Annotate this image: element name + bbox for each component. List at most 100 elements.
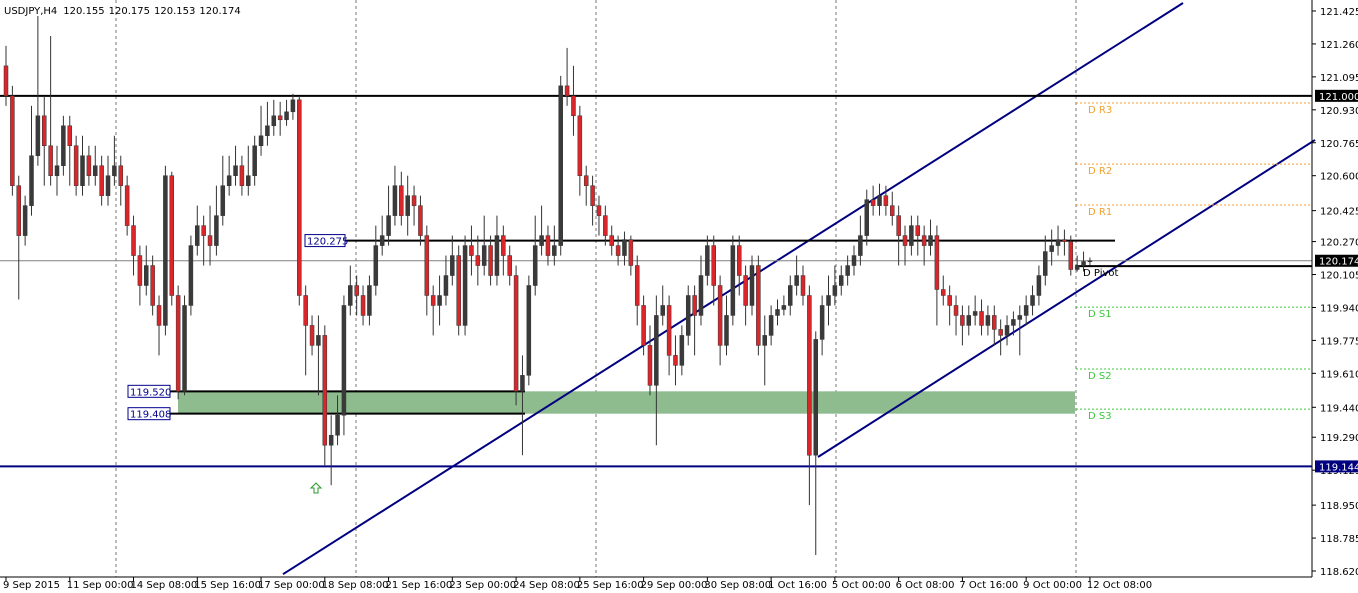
pivot-label: D R3 xyxy=(1088,105,1112,116)
candle-body xyxy=(54,165,60,176)
candle-body xyxy=(1004,325,1010,336)
candle-body xyxy=(150,265,155,306)
candle-body xyxy=(335,415,340,436)
candle-body xyxy=(207,235,213,246)
candle-body xyxy=(692,295,697,316)
candle-body xyxy=(61,125,66,166)
candle-body xyxy=(501,235,506,256)
candle-body xyxy=(877,195,882,206)
x-tick-label: 29 Sep 00:00 xyxy=(641,580,708,591)
candle-body xyxy=(1023,305,1029,316)
candle-body xyxy=(271,115,277,127)
candle-body xyxy=(1030,295,1035,306)
candle-body xyxy=(558,85,563,246)
marked-level-label: 119.520 xyxy=(130,387,171,398)
candle-body xyxy=(839,275,844,286)
candle-body xyxy=(870,199,876,206)
y-tick-label: 120.930 xyxy=(1320,106,1358,117)
y-tick-label: 120.105 xyxy=(1320,271,1358,282)
candle-body xyxy=(749,265,755,306)
candle-body xyxy=(424,235,430,296)
candle-body xyxy=(775,309,780,316)
candle-body xyxy=(832,285,838,296)
quote-open: 120.155 xyxy=(63,6,104,17)
candle-body xyxy=(647,345,653,386)
x-tick-label: 21 Sep 16:00 xyxy=(386,580,453,591)
candle-body xyxy=(258,135,264,146)
candle-body xyxy=(685,295,691,336)
candle-body xyxy=(226,175,232,186)
candle-body xyxy=(654,315,659,386)
candle-body xyxy=(851,255,857,266)
candle-body xyxy=(443,275,449,296)
y-tick-label: 120.600 xyxy=(1320,172,1358,183)
candle-body xyxy=(93,165,98,176)
x-tick-label: 12 Oct 08:00 xyxy=(1087,580,1152,591)
candle-body xyxy=(188,245,194,306)
level-label: 120.174 xyxy=(1319,257,1358,268)
level-label: 121.000 xyxy=(1319,92,1358,103)
candle-body xyxy=(469,245,474,256)
candle-body xyxy=(679,335,685,366)
candle-body xyxy=(297,99,302,296)
y-tick-label: 121.425 xyxy=(1320,7,1358,18)
candle-body xyxy=(86,155,92,176)
candle-body xyxy=(277,115,283,121)
pivot-label: D R1 xyxy=(1088,207,1112,218)
y-tick-label: 118.785 xyxy=(1320,534,1358,545)
candle-body xyxy=(539,235,544,246)
y-tick-label: 119.775 xyxy=(1320,336,1358,347)
x-tick-label: 9 Oct 00:00 xyxy=(1023,580,1082,591)
candle-body xyxy=(609,235,614,246)
candle-body xyxy=(730,245,736,316)
candle-body xyxy=(762,335,767,346)
x-tick-label: 7 Oct 16:00 xyxy=(959,580,1018,591)
candle-body xyxy=(743,275,748,306)
candle-body xyxy=(1043,251,1048,276)
candle-body xyxy=(182,305,187,392)
candle-body xyxy=(284,111,289,121)
candle-body xyxy=(858,235,863,256)
level-label: 119.144 xyxy=(1319,462,1358,473)
candle-body xyxy=(1011,319,1016,326)
candle-body xyxy=(1074,265,1080,270)
quote-high: 120.175 xyxy=(109,6,150,17)
marked-level-label: 119.408 xyxy=(130,410,171,421)
candle-body xyxy=(768,315,774,336)
candle-body xyxy=(246,175,251,186)
y-tick-label: 120.765 xyxy=(1320,139,1358,150)
candle-body xyxy=(992,315,997,330)
candle-body xyxy=(1017,315,1023,320)
candle-body xyxy=(48,145,53,176)
level-box xyxy=(1315,460,1358,473)
candle-body xyxy=(322,335,328,446)
candle-body xyxy=(290,99,296,113)
x-tick-label: 18 Sep 08:00 xyxy=(322,580,389,591)
candle-body xyxy=(794,275,799,286)
x-tick-label: 9 Sep 2015 xyxy=(3,580,60,591)
x-tick-label: 24 Sep 08:00 xyxy=(513,580,580,591)
candle-body xyxy=(124,185,130,226)
candle-body xyxy=(328,434,334,446)
candle-body xyxy=(909,225,914,246)
candle-body xyxy=(201,225,206,236)
y-tick-label: 121.260 xyxy=(1320,40,1358,51)
candle-body xyxy=(131,225,136,256)
candle-body xyxy=(1068,241,1074,270)
candle-body xyxy=(845,265,850,276)
candle-body xyxy=(705,245,710,276)
x-tick-label: 11 Sep 00:00 xyxy=(67,580,134,591)
pivot-label: D Pivot xyxy=(1083,268,1119,279)
candle-body xyxy=(105,175,111,196)
candle-body xyxy=(781,305,787,310)
level-box xyxy=(1315,89,1358,102)
marked-level-label: 120.275 xyxy=(307,237,348,248)
candle-body xyxy=(348,285,353,306)
candle-body xyxy=(303,295,308,326)
candle-body xyxy=(22,205,28,236)
candle-body xyxy=(475,255,481,266)
candle-body xyxy=(902,235,908,246)
candle-body xyxy=(430,295,436,306)
